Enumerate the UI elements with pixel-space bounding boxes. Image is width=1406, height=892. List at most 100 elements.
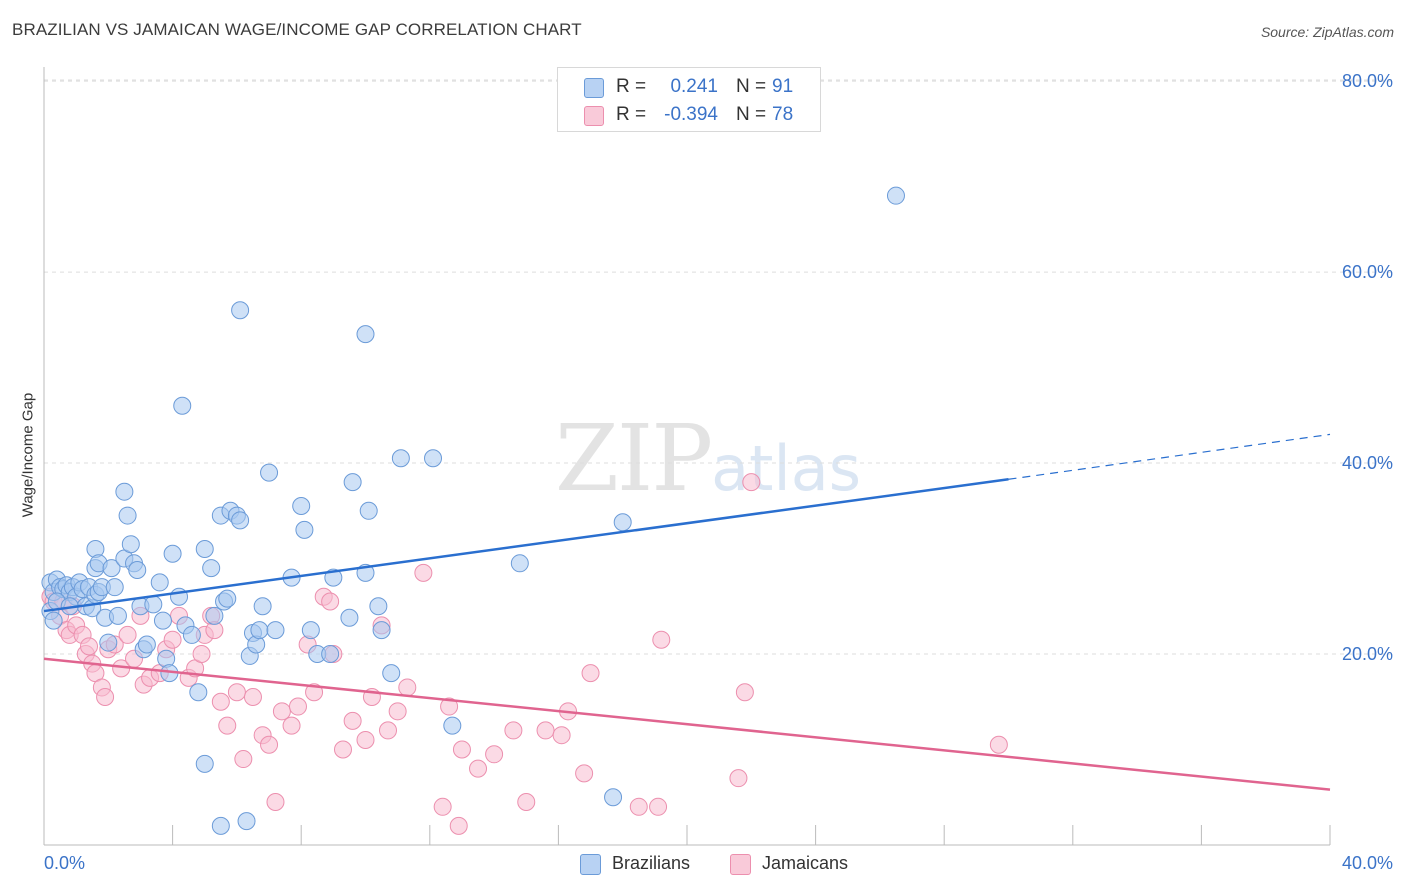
jamaicans-point (440, 697, 459, 716)
jamaicans-point (288, 697, 307, 716)
y-tick-label: 40.0% (1342, 453, 1393, 473)
brazilians-point (115, 482, 134, 501)
jamaicans-point (575, 764, 594, 783)
jamaicans-point (227, 683, 246, 702)
legend-n-value: 91 (772, 76, 794, 97)
jamaicans-point (517, 793, 536, 812)
brazilians-point (189, 683, 208, 702)
brazilians-point (253, 597, 272, 616)
legend-swatch-blue (580, 854, 601, 875)
brazilians-point (121, 535, 140, 554)
brazilians-point (295, 520, 314, 539)
brazilians-point (382, 664, 401, 683)
grid-lines (44, 79, 1395, 655)
brazilians-point (231, 301, 250, 320)
brazilians-point (237, 812, 256, 831)
jamaicans-point (485, 745, 504, 764)
legend-swatch-blue (584, 78, 604, 98)
y-tick-label: 60.0% (1342, 262, 1393, 282)
jamaicans-point (729, 769, 748, 788)
jamaicans-trend-line (43, 657, 1331, 791)
jamaicans-point (305, 683, 324, 702)
jamaicans-point (234, 750, 253, 769)
jamaicans-point (536, 721, 555, 740)
brazilians-point (128, 560, 147, 579)
jamaicans-point (80, 637, 99, 656)
x-tick-label: 40.0% (1342, 853, 1393, 873)
jamaicans-point (343, 711, 362, 730)
jamaicans-point (118, 625, 137, 644)
brazilians-point (202, 559, 221, 578)
brazilians-point (613, 513, 632, 532)
jamaicans-point (504, 721, 523, 740)
brazilians-point (250, 621, 269, 640)
trend-lines (43, 433, 1331, 791)
jamaicans-point (649, 797, 668, 816)
brazilians-point (99, 633, 118, 652)
jamaicans-point (433, 797, 452, 816)
brazilians-point (195, 539, 214, 558)
brazilians-point (321, 645, 340, 664)
jamaicans-point (192, 645, 211, 664)
legend-r-label: R = (616, 76, 647, 97)
brazilians-trend-line (43, 478, 1009, 613)
legend-label: Brazilians (612, 853, 691, 873)
brazilians-point (301, 621, 320, 640)
brazilians-point (137, 635, 156, 654)
jamaicans-point (243, 687, 262, 706)
brazilians-point (340, 608, 359, 627)
brazilians-point (195, 754, 214, 773)
brazilians-point (424, 449, 443, 468)
legend-row-jamaicans: R = -0.394 N = 78 (558, 100, 820, 130)
brazilians-point (205, 606, 224, 625)
brazilians-point (391, 449, 410, 468)
correlation-legend: R = 0.241 N = 91 R = -0.394 N = 78 (557, 67, 821, 132)
jamaicans-point (211, 692, 230, 711)
brazilians-point (44, 611, 63, 630)
brazilians-point (292, 497, 311, 516)
brazilians-point (343, 473, 362, 492)
jamaicans-point (735, 683, 754, 702)
jamaicans-point (414, 563, 433, 582)
brazilians-trend-extension (1008, 433, 1331, 480)
brazilians-point (369, 597, 388, 616)
axes (43, 67, 1331, 846)
jamaicans-point (388, 702, 407, 721)
jamaicans-point (96, 687, 115, 706)
brazilians-point (173, 396, 192, 415)
brazilians-point (356, 325, 375, 344)
brazilians-point (218, 589, 237, 608)
brazilians-point (886, 186, 905, 205)
jamaicans-point (629, 797, 648, 816)
legend-label: Jamaicans (762, 853, 849, 873)
brazilians-point (260, 463, 279, 482)
jamaicans-point (163, 630, 182, 649)
jamaicans-point (321, 592, 340, 611)
brazilians-point (118, 506, 137, 525)
jamaicans-point (266, 793, 285, 812)
brazilians-point (153, 611, 172, 630)
brazilians-point (231, 511, 250, 530)
jamaicans-point (398, 678, 417, 697)
brazilians-points (41, 186, 905, 835)
brazilians-point (163, 544, 182, 563)
y-tick-label: 80.0% (1342, 71, 1393, 91)
brazilians-point (510, 554, 529, 573)
brazilians-point (144, 595, 163, 614)
chart-title: BRAZILIAN VS JAMAICAN WAGE/INCOME GAP CO… (12, 20, 582, 39)
brazilians-point (443, 716, 462, 735)
source-label: Source: ZipAtlas.com (1260, 24, 1394, 40)
jamaicans-point (581, 664, 600, 683)
jamaicans-point (282, 716, 301, 735)
brazilians-point (108, 606, 127, 625)
jamaicans-point (356, 730, 375, 749)
jamaicans-point (272, 702, 291, 721)
jamaicans-point (742, 473, 761, 492)
brazilians-point (105, 578, 124, 597)
jamaicans-point (218, 716, 237, 735)
legend-r-value: -0.394 (664, 104, 718, 125)
y-tick-label: 20.0% (1342, 644, 1393, 664)
legend-r-value: 0.241 (670, 76, 718, 97)
tick-labels: 20.0% 40.0% 60.0% 80.0% 0.0% 40.0% (44, 71, 1393, 873)
